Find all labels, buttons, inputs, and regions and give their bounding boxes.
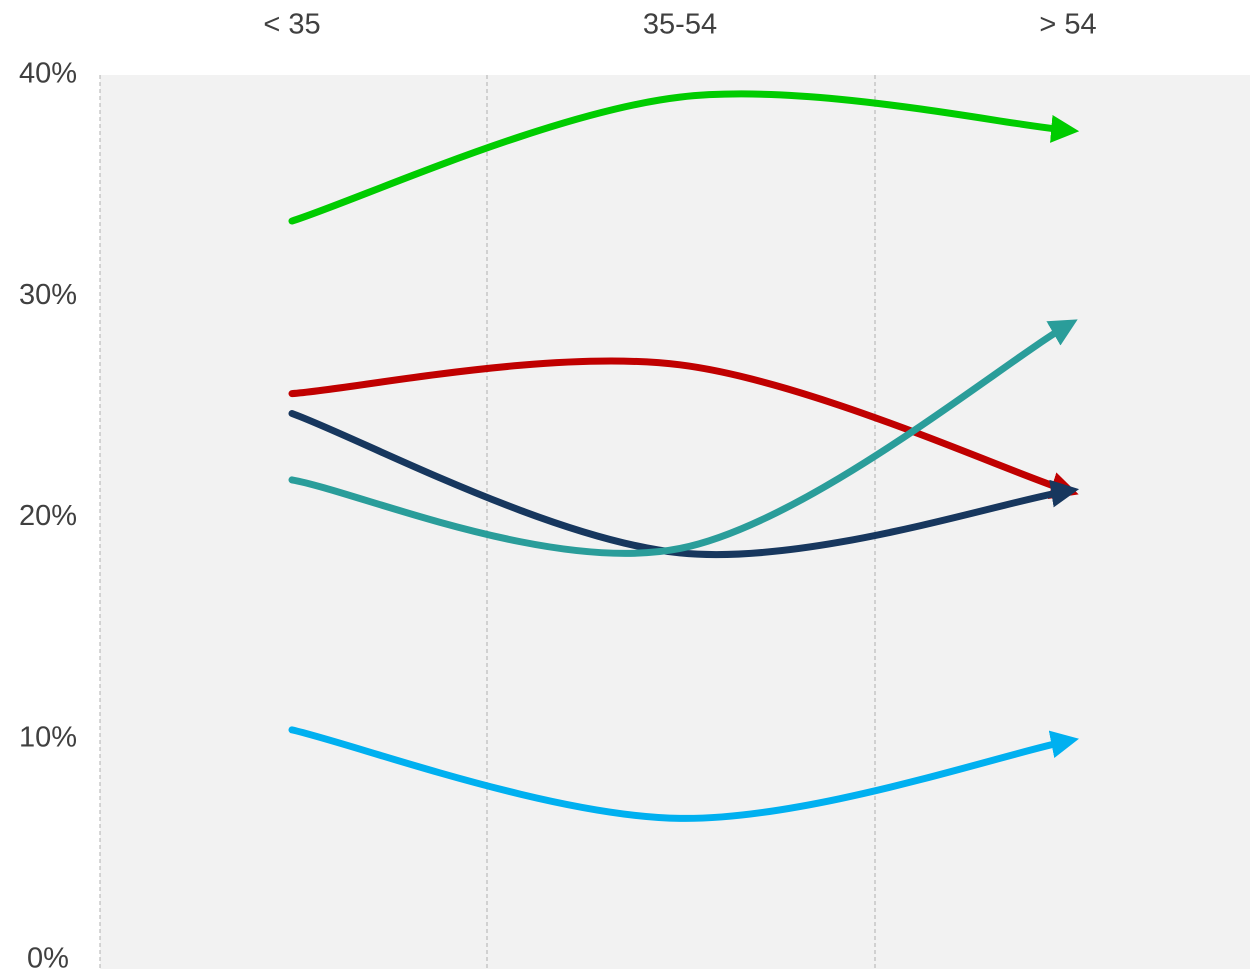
x-category-label: < 35 bbox=[263, 9, 320, 41]
trend-line bbox=[288, 726, 1079, 822]
trend-line bbox=[288, 410, 1080, 559]
y-tick-label: 0% bbox=[27, 943, 69, 969]
x-category-label: 35-54 bbox=[643, 9, 717, 41]
plot-background bbox=[100, 75, 1250, 969]
y-tick-label: 30% bbox=[19, 279, 77, 311]
x-category-label: > 54 bbox=[1039, 9, 1096, 41]
y-tick-label: 40% bbox=[19, 58, 77, 90]
trend-line bbox=[288, 357, 1079, 500]
trend-line bbox=[288, 90, 1080, 225]
y-tick-label: 10% bbox=[19, 721, 77, 753]
y-tick-label: 20% bbox=[19, 500, 77, 532]
trend-line bbox=[288, 319, 1078, 557]
